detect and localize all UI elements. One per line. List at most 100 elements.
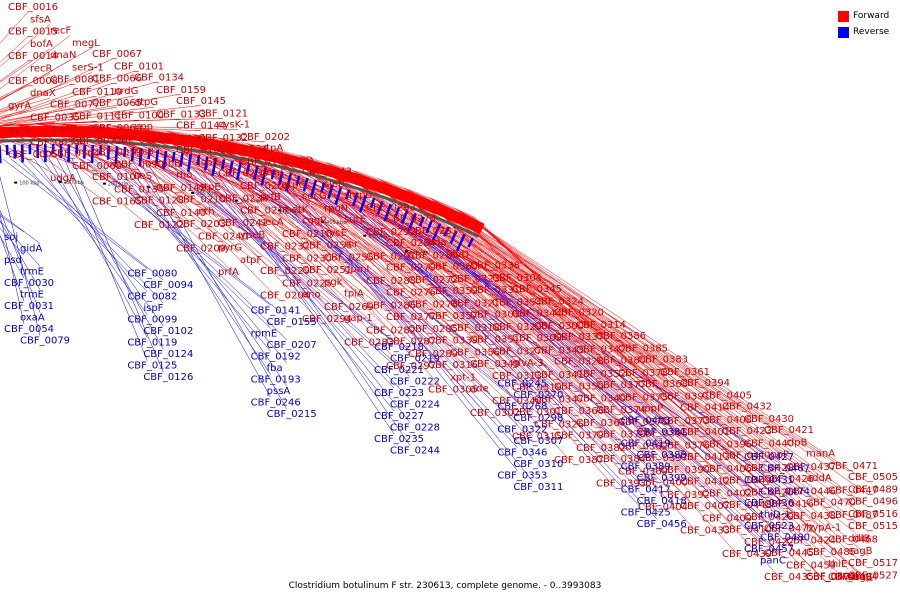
reverse-gene-feature xyxy=(123,146,127,157)
reverse-gene-feature xyxy=(147,148,151,160)
forward-gene-label: CBF_0329 xyxy=(492,322,542,333)
reverse-leader-line xyxy=(56,157,164,350)
tick-label: 500 kbp xyxy=(368,234,388,240)
forward-gene-feature xyxy=(212,139,218,151)
forward-gene-label: CBF_0016 xyxy=(8,2,58,13)
forward-gene-feature xyxy=(260,148,266,160)
forward-gene-feature xyxy=(138,129,143,142)
forward-gene-label: CBF_0350 xyxy=(554,381,604,392)
forward-leader-line xyxy=(0,11,29,44)
forward-gene-label: CBF_0276 xyxy=(386,287,436,298)
reverse-leader-line xyxy=(215,171,395,435)
reverse-leader-line xyxy=(413,227,781,510)
forward-leader-line xyxy=(390,182,765,498)
forward-gene-feature xyxy=(140,130,145,142)
forward-gene-feature xyxy=(369,178,376,190)
forward-gene-label: CBF_0387 xyxy=(554,455,604,466)
reverse-gene-label: CBF_0310 xyxy=(513,459,563,470)
forward-gene-feature xyxy=(245,145,251,157)
forward-gene-label: CBF_0382 xyxy=(576,443,626,454)
forward-leader-line xyxy=(310,157,617,415)
reverse-gene-label: CBF_0268 xyxy=(497,402,547,413)
forward-gene-label: CBF_0305 xyxy=(428,385,478,396)
reverse-gene-feature xyxy=(253,165,259,180)
reverse-leader-line xyxy=(33,157,148,315)
forward-gene-feature xyxy=(96,127,100,139)
forward-gene-label: dnaN xyxy=(50,50,76,61)
forward-gene-label: CBF_0216 xyxy=(282,229,332,240)
forward-leader-line xyxy=(269,147,533,442)
reverse-gene-label: CBF_0094 xyxy=(143,280,193,291)
forward-gene-feature xyxy=(459,214,467,226)
forward-gene-label: CBF_0293 xyxy=(366,202,416,213)
forward-gene-feature xyxy=(158,131,163,144)
reverse-gene-feature xyxy=(351,192,359,207)
forward-gene-label: prfB xyxy=(260,192,281,203)
forward-leader-line xyxy=(408,189,807,473)
forward-gene-label: CBF_0209 xyxy=(176,244,226,255)
reverse-gene-label: CBF_0124 xyxy=(143,349,193,360)
forward-gene-label: CBF_0318 xyxy=(450,323,500,334)
reverse-gene-label: soj xyxy=(4,232,18,243)
reverse-leader-line xyxy=(94,158,271,329)
forward-gene-label: CBF_0065 xyxy=(92,98,142,109)
forward-leader-line xyxy=(366,174,701,487)
reverse-leader-line xyxy=(312,193,657,428)
reverse-gene-feature xyxy=(344,189,351,200)
reverse-leader-line xyxy=(3,158,148,269)
reverse-gene-label: CBF_0431 xyxy=(744,475,794,486)
forward-gene-label: CBF_0421 xyxy=(764,425,814,436)
forward-gene-feature xyxy=(469,218,477,231)
reverse-gene-label: CBF_0389 xyxy=(621,461,671,472)
gene-labels: CBF_0016sfsACBF_0015bofACBF_0014recRCBF_… xyxy=(4,2,898,583)
forward-gene-feature xyxy=(125,128,129,141)
forward-gene-label: CBF_0292 xyxy=(366,227,416,238)
forward-gene-feature xyxy=(156,131,160,143)
reverse-gene-label: CBF_0403 xyxy=(621,415,671,426)
forward-gene-label: CBF_0379 xyxy=(554,431,604,442)
forward-gene-feature xyxy=(387,185,395,197)
forward-leader-line xyxy=(30,118,219,125)
reverse-gene-feature xyxy=(171,151,176,162)
forward-leader-line xyxy=(415,192,807,522)
tick-marker xyxy=(191,191,195,194)
reverse-gene-label: CBF_0030 xyxy=(4,278,54,289)
forward-gene-label: addA xyxy=(806,473,832,484)
forward-gene-feature xyxy=(420,197,428,210)
forward-leader-line xyxy=(240,141,513,406)
forward-gene-label: CBF_0134 xyxy=(134,73,184,84)
forward-gene-feature xyxy=(408,193,415,205)
forward-gene-feature xyxy=(123,128,127,140)
forward-gene-label: CBF_0243 xyxy=(302,167,352,178)
reverse-gene-label: CBF_0218 xyxy=(374,342,424,353)
reverse-gene-feature xyxy=(369,197,376,209)
reverse-gene-label: CBF_0222 xyxy=(390,377,440,388)
tick-mark: 450 kbp xyxy=(321,220,346,226)
forward-leader-line xyxy=(458,209,869,520)
forward-gene-label: serS-1 xyxy=(72,62,104,73)
forward-gene-label: atpA xyxy=(260,143,283,154)
forward-leader-line xyxy=(234,140,491,370)
forward-gene-feature xyxy=(435,203,442,215)
forward-gene-label: CBF_0090 xyxy=(114,160,164,171)
reverse-gene-feature xyxy=(383,203,392,222)
tick-label: 100 kbp xyxy=(19,181,39,187)
forward-gene-label: CBF_0269 xyxy=(324,302,374,313)
forward-gene-label: CBF_0314 xyxy=(576,320,626,331)
forward-gene-label: CBF_0315 xyxy=(512,432,562,443)
forward-leader-line xyxy=(302,155,617,366)
forward-gene-label: CBF_0494 xyxy=(828,572,878,583)
reverse-gene-feature xyxy=(270,169,276,180)
forward-gene-label: CBF_0470 xyxy=(806,498,856,509)
forward-leader-line xyxy=(133,127,345,312)
forward-gene-label: CBF_0077 xyxy=(50,99,100,110)
forward-gene-label: CBF_0328 xyxy=(554,357,604,368)
forward-gene-label: atpF xyxy=(240,255,262,266)
forward-gene-label: ilvD xyxy=(450,249,469,260)
reverse-gene-feature xyxy=(90,144,95,163)
forward-leader-line xyxy=(382,179,765,449)
reverse-gene-label: CBF_0425 xyxy=(621,507,671,518)
tick-marker xyxy=(58,181,62,184)
forward-gene-label: CBF_0081 xyxy=(50,75,100,86)
reverse-leader-line xyxy=(0,234,25,302)
